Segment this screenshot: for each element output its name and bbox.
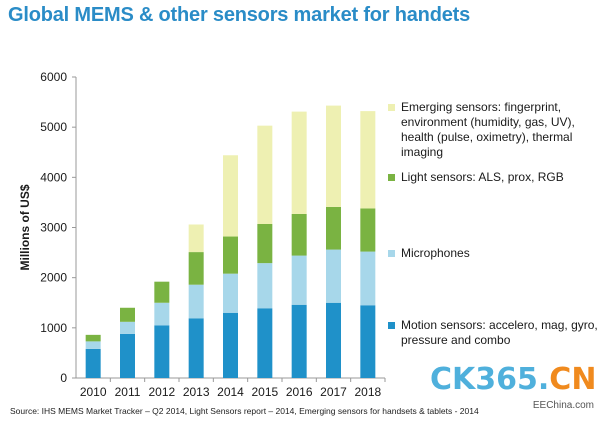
bar-segment-2018-s0 (360, 305, 376, 378)
legend-swatch (388, 174, 395, 181)
y-tick-label: 1000 (40, 321, 67, 335)
legend-label: Microphones (401, 246, 470, 260)
legend-label: Light sensors: ALS, prox, RGB (401, 170, 564, 184)
legend-label: Emerging sensors: fingerprint, environme… (401, 100, 575, 159)
bar-segment-2010-s0 (85, 348, 101, 378)
x-tick-label: 2012 (148, 385, 175, 399)
x-tick-label: 2016 (286, 385, 313, 399)
bar-segment-2016-s1 (291, 255, 307, 305)
watermark-logo: CK365.CN EEChina.com (430, 362, 600, 422)
legend-swatch (388, 104, 395, 111)
bar-segment-2014-s0 (223, 312, 238, 378)
y-tick-label: 6000 (40, 70, 67, 84)
legend-item: Light sensors: ALS, prox, RGB (388, 170, 598, 185)
watermark-brand-dot: . (537, 362, 550, 397)
bar-segment-2018-s1 (360, 251, 376, 306)
bar-segment-2010-s1 (85, 341, 101, 349)
legend-swatch (388, 322, 395, 329)
bar-segment-2017-s0 (326, 302, 341, 378)
y-axis-label: Millions of US$ (18, 184, 32, 270)
bar-segment-2010-s2 (85, 334, 101, 342)
x-tick-label: 2015 (251, 385, 278, 399)
bar-segment-2014-s1 (223, 273, 238, 313)
legend-item: Motion sensors: accelero, mag, gyro, pre… (388, 318, 598, 348)
legend-item: Emerging sensors: fingerprint, environme… (388, 100, 598, 160)
y-tick-label: 5000 (40, 120, 67, 134)
bar-segment-2012-s1 (154, 302, 170, 326)
bar-segment-2017-s2 (326, 206, 341, 250)
bar-segment-2015-s2 (257, 223, 273, 264)
bar-segment-2018-s2 (360, 208, 376, 252)
bar-segment-2016-s3 (291, 111, 307, 214)
bar-segment-2012-s0 (154, 325, 170, 378)
y-tick-label: 3000 (40, 221, 67, 235)
legend-label: Motion sensors: accelero, mag, gyro, pre… (401, 318, 598, 347)
bar-segment-2018-s3 (360, 111, 376, 209)
x-tick-label: 2018 (354, 385, 381, 399)
bar-segment-2015-s1 (257, 263, 273, 309)
bar-segment-2014-s3 (223, 155, 238, 237)
legend-swatch (388, 250, 395, 257)
bar-segment-2012-s2 (154, 281, 170, 303)
bar-segment-2017-s3 (326, 105, 341, 207)
bar-segment-2011-s1 (120, 321, 135, 334)
x-tick-label: 2013 (183, 385, 210, 399)
x-tick-label: 2017 (320, 385, 347, 399)
watermark-brand: CK365.CN (430, 362, 596, 397)
x-tick-label: 2014 (217, 385, 244, 399)
bar-segment-2016-s0 (291, 304, 307, 378)
watermark-site: EEChina.com (532, 400, 594, 411)
y-tick-label: 4000 (40, 170, 67, 184)
bar-segment-2017-s1 (326, 249, 341, 303)
bar-segment-2013-s2 (188, 252, 204, 285)
source-note: Source: IHS MEMS Market Tracker – Q2 201… (10, 406, 479, 416)
chart-legend: Emerging sensors: fingerprint, environme… (388, 0, 600, 400)
watermark-brand-prefix: CK365 (430, 362, 538, 397)
chart-title: Global MEMS & other sensors market for h… (8, 4, 471, 26)
bar-segment-2014-s2 (223, 236, 238, 274)
bar-segment-2013-s3 (188, 224, 204, 253)
bar-segment-2015-s3 (257, 125, 273, 224)
x-tick-label: 2010 (80, 385, 107, 399)
watermark-brand-suffix: CN (549, 362, 597, 397)
bar-segment-2011-s2 (120, 307, 135, 322)
bar-segment-2015-s0 (257, 308, 273, 378)
bar-segment-2013-s1 (188, 284, 204, 319)
x-tick-label: 2011 (115, 385, 141, 399)
y-tick-label: 0 (60, 371, 67, 385)
legend-item: Microphones (388, 246, 598, 261)
bar-segment-2016-s2 (291, 213, 307, 256)
y-tick-label: 2000 (40, 271, 67, 285)
bar-segment-2011-s0 (120, 333, 135, 378)
bar-segment-2013-s0 (188, 318, 204, 378)
